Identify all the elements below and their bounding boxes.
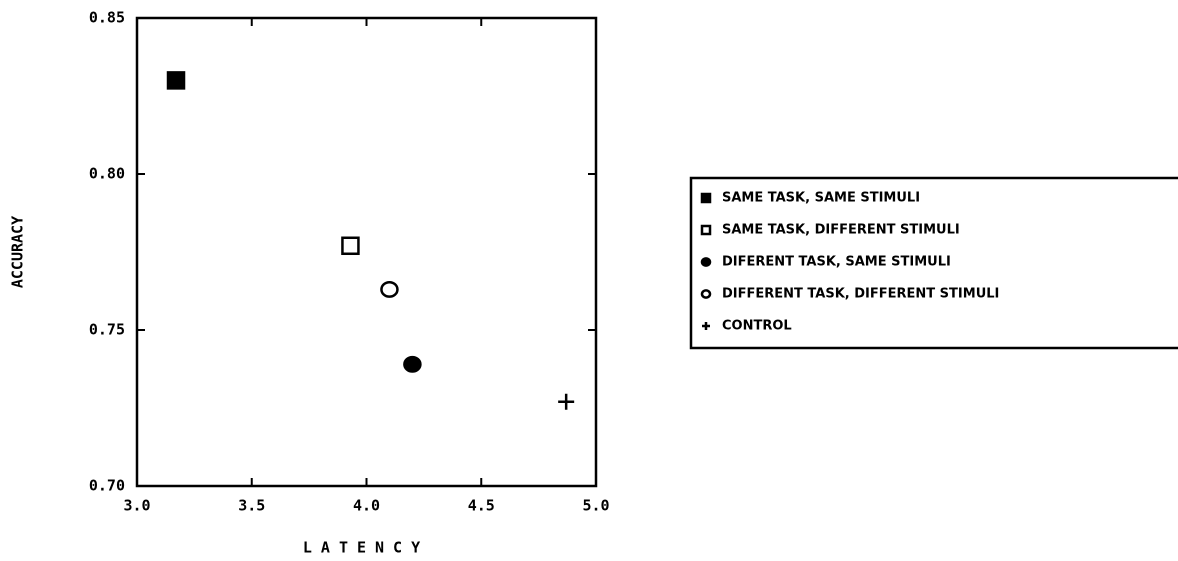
point [558,393,575,410]
x-tick-label: 4.5 [468,497,495,515]
legend-label: SAME TASK, DIFFERENT STIMULI [722,223,960,238]
legend-marker [702,322,710,330]
legend-box [689,176,1178,350]
y-tick-label: 0.70 [89,477,125,495]
legend-label: DIFERENT TASK, SAME STIMULI [722,255,951,270]
legend-marker [700,224,712,236]
y-axis-label: ACCURACY [9,216,27,288]
x-tick-label: 3.5 [238,497,265,515]
point [341,236,360,256]
legend-marker [700,289,712,299]
legend-marker [700,257,712,267]
x-tick-label: 5.0 [582,497,609,515]
point [403,355,422,373]
legend-label: CONTROL [722,319,792,334]
point [166,71,186,90]
x-axis-label: LATENCY [303,539,429,557]
x-tick-label: 4.0 [353,497,380,515]
x-tick-label: 3.0 [123,497,150,515]
legend-label: SAME TASK, SAME STIMULI [722,191,920,206]
legend-marker [700,192,712,204]
y-tick-label: 0.85 [89,9,125,27]
point [380,280,399,298]
y-tick-label: 0.75 [89,321,125,339]
plot-frame [135,16,598,488]
y-tick-label: 0.80 [89,165,125,183]
legend-label: DIFFERENT TASK, DIFFERENT STIMULI [722,287,999,302]
